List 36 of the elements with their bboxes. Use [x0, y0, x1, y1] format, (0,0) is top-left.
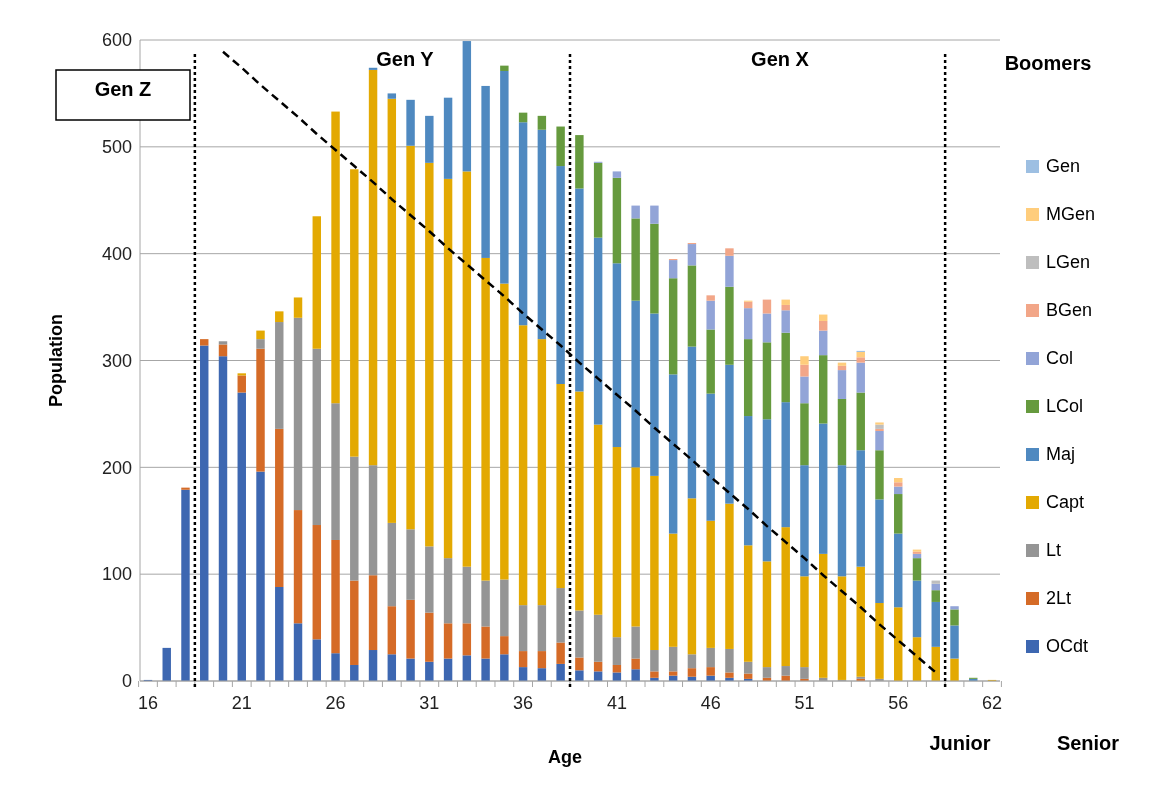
- legend-label: 2Lt: [1046, 588, 1072, 609]
- legend-label: Capt: [1046, 492, 1085, 513]
- legend-label: Gen: [1046, 156, 1081, 177]
- text: Senior: [1056, 732, 1120, 754]
- annotation: Gen X: [751, 48, 810, 70]
- x-axis-title: Age: [547, 747, 583, 767]
- legend-label: LGen: [1046, 252, 1091, 273]
- legend-label: MGen: [1046, 204, 1096, 225]
- x-tick-label: 41: [606, 693, 627, 713]
- y-tick-label: 500: [101, 137, 132, 158]
- legend-label: Col: [1046, 348, 1074, 369]
- x-tick-label: 46: [700, 693, 721, 713]
- text: Junior: [929, 732, 991, 754]
- x-tick-label: 62: [982, 693, 1003, 713]
- x-tick-label: 31: [419, 693, 440, 713]
- y-tick-label: 200: [101, 457, 132, 478]
- y-tick-label: 300: [101, 350, 132, 371]
- x-tick-label: 51: [794, 693, 815, 713]
- legend-label: LCol: [1046, 396, 1084, 417]
- text: Boomers: [1004, 52, 1092, 74]
- x-tick-label: 16: [137, 693, 158, 713]
- y-tick-label: 100: [101, 564, 132, 585]
- y-tick-label: 400: [101, 243, 132, 264]
- y-tick-label: 600: [101, 30, 132, 51]
- annotation: Gen Y: [376, 48, 435, 70]
- legend-label: OCdt: [1046, 636, 1089, 657]
- annotation: Gen Z: [94, 78, 152, 100]
- x-tick-label: 21: [231, 693, 252, 713]
- x-tick-label: 26: [325, 693, 346, 713]
- y-tick-label: 0: [121, 671, 132, 692]
- legend-label: Maj: [1046, 444, 1076, 465]
- legend-label: Lt: [1046, 540, 1062, 561]
- y-axis-title: Population: [46, 314, 66, 407]
- x-tick-label: 36: [513, 693, 534, 713]
- x-tick-label: 56: [888, 693, 909, 713]
- legend-label: BGen: [1046, 300, 1093, 321]
